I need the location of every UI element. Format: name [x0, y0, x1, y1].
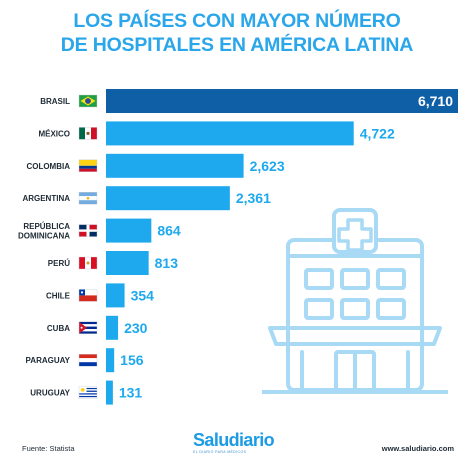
category-label: CHILE: [46, 291, 71, 300]
value-label: 4,722: [360, 125, 395, 141]
bar: [106, 153, 244, 178]
category-label: ARGENTINA: [22, 194, 70, 203]
category-label: BRASIL: [40, 97, 70, 106]
mexico-flag-icon: [78, 127, 98, 140]
bar: [106, 251, 149, 275]
value-label: 6,710: [418, 93, 453, 109]
value-label: 156: [120, 352, 144, 368]
category-label: REPÚBLICA DOMINICANA: [18, 222, 70, 241]
bar: [106, 89, 458, 113]
category-label: PERÚ: [48, 259, 70, 268]
peru-flag-icon: [78, 256, 98, 270]
bar: [106, 218, 152, 243]
value-label: 230: [124, 320, 148, 336]
title-line-1: LOS PAÍSES CON MAYOR NÚMERO: [73, 10, 401, 32]
value-label: 2,361: [236, 190, 271, 206]
bar: [106, 121, 354, 146]
bar: [106, 380, 113, 405]
uruguay-flag-icon: [78, 386, 98, 399]
chile-flag-icon: [78, 289, 98, 302]
argentina-flag-icon: [78, 191, 98, 205]
title-line-2: DE HOSPITALES EN AMÉRICA LATINA: [60, 34, 414, 56]
category-label: MÉXICO: [38, 129, 70, 138]
brand-logo: Saludiario EL DIARIO PARA MÉDICOS: [193, 430, 293, 454]
value-label: 131: [119, 385, 143, 401]
brazil-flag-icon: [78, 94, 98, 108]
colombia-flag-icon: [78, 159, 98, 173]
category-label: COLOMBIA: [26, 162, 70, 171]
chart-title: LOS PAÍSES CON MAYOR NÚMERO DE HOSPITALE…: [0, 9, 474, 57]
bar: [106, 348, 115, 373]
category-label: PARAGUAY: [26, 356, 71, 365]
cuba-flag-icon: [78, 321, 98, 334]
bar: [106, 186, 230, 211]
paraguay-flag-icon: [78, 354, 98, 367]
website-link[interactable]: www.saludiario.com: [381, 444, 454, 453]
category-label: CUBA: [47, 324, 70, 333]
value-label: 864: [157, 223, 181, 239]
dominican-republic-flag-icon: [78, 224, 98, 237]
brand-tagline: EL DIARIO PARA MÉDICOS: [193, 450, 247, 454]
brand-name: Saludiario: [193, 430, 275, 450]
value-label: 354: [131, 287, 155, 303]
hospital-illustration-icon: [262, 208, 448, 394]
bar: [106, 283, 125, 308]
source-note: Fuente: Statista: [22, 444, 75, 453]
category-label: URUGUAY: [30, 389, 70, 398]
value-label: 813: [155, 255, 179, 271]
value-label: 2,623: [250, 158, 285, 174]
bar: [106, 315, 119, 340]
